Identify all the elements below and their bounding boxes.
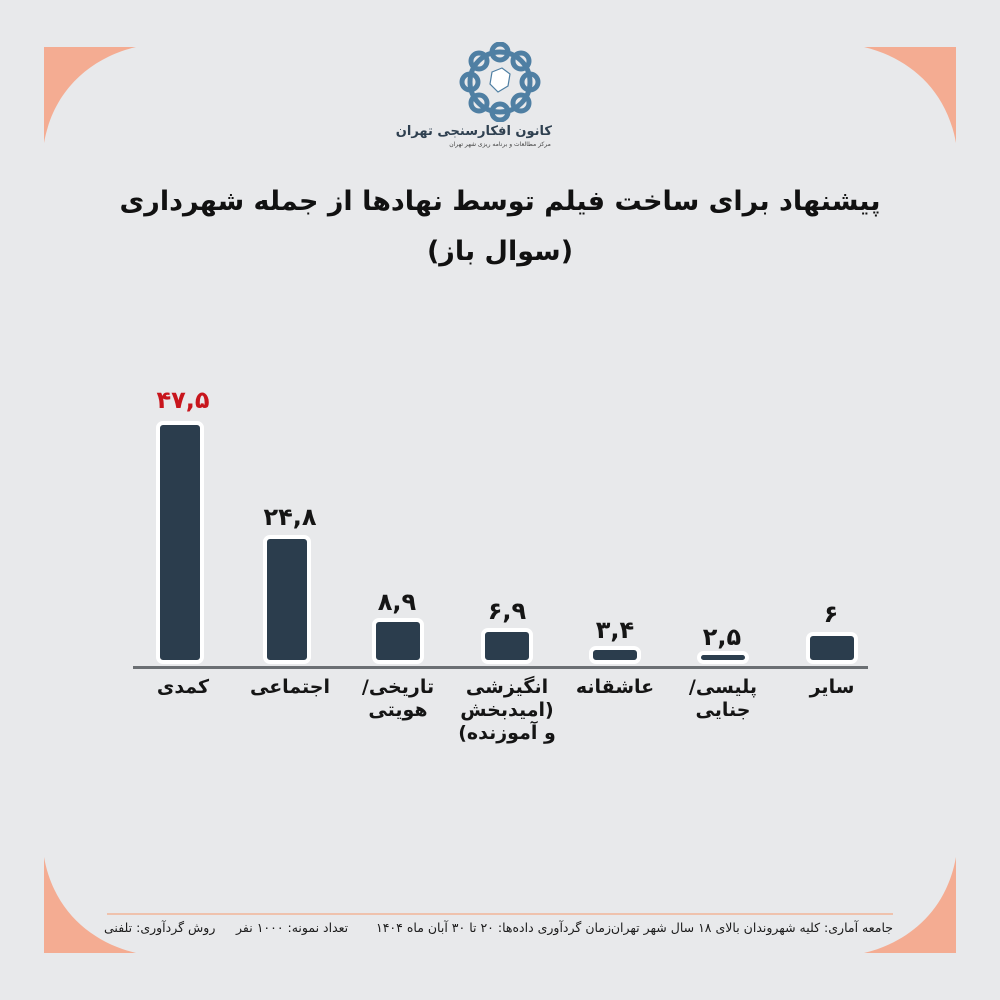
corner-decoration-bottom-left [44, 857, 136, 953]
x-axis-line [133, 666, 868, 669]
footer-method: روش گردآوری: تلفنی [104, 920, 216, 935]
bar-social [263, 535, 311, 664]
chart-subtitle: (سوال باز) [426, 236, 574, 267]
footer-collection-time: زمان گردآوری داده‌ها: ۲۰ تا ۳۰ آبان ماه … [376, 920, 612, 935]
chart-title: پیشنهاد برای ساخت فیلم توسط نهادها از جم… [119, 186, 881, 217]
logo-title: کانون افکارسنجی تهران [395, 124, 552, 139]
logo-subtitle: مرکز مطالعات و برنامه ریزی شهر تهران [449, 141, 551, 148]
bar-value-label: ۶ [823, 600, 839, 628]
bar-value-label: ۳,۴ [595, 616, 635, 644]
footer-population: جامعه آماری: کلیه شهروندان بالای ۱۸ سال … [610, 920, 893, 935]
logo: کانون افکارسنجی تهران مرکز مطالعات و برن… [395, 42, 552, 162]
bar-other [806, 632, 858, 664]
corner-decoration-bottom-right [864, 857, 956, 953]
category-label: تاریخی/ هویتی [361, 676, 435, 721]
category-label: پلیسی/ جنایی [688, 676, 758, 721]
corner-decoration-top-left [44, 47, 136, 143]
bar-police-crime [697, 651, 749, 664]
corner-decoration-top-right [864, 47, 956, 143]
bar-historical [372, 618, 424, 664]
category-label: اجتماعی [249, 676, 331, 698]
bar-value-label: ۸,۹ [377, 588, 417, 616]
bar-value-label: ۲,۵ [702, 623, 742, 651]
category-label: کمدی [156, 676, 210, 698]
footer-sample-size: تعداد نمونه: ۱۰۰۰ نفر [236, 920, 349, 935]
bar-motivational [481, 628, 533, 664]
bar-comedy [156, 421, 204, 664]
bar-value-label: ۶,۹ [487, 597, 527, 625]
category-label: انگیزشی (امیدبخش و آموزنده) [458, 676, 556, 744]
bar-value-label: ۲۴,۸ [263, 503, 317, 531]
bar-value-label: ۴۷,۵ [156, 386, 210, 414]
bar-romance [589, 646, 641, 664]
tehran-star-logo-icon [459, 42, 541, 122]
footer-divider [107, 913, 893, 915]
category-label: سایر [809, 676, 855, 698]
category-label: عاشقانه [575, 676, 655, 698]
